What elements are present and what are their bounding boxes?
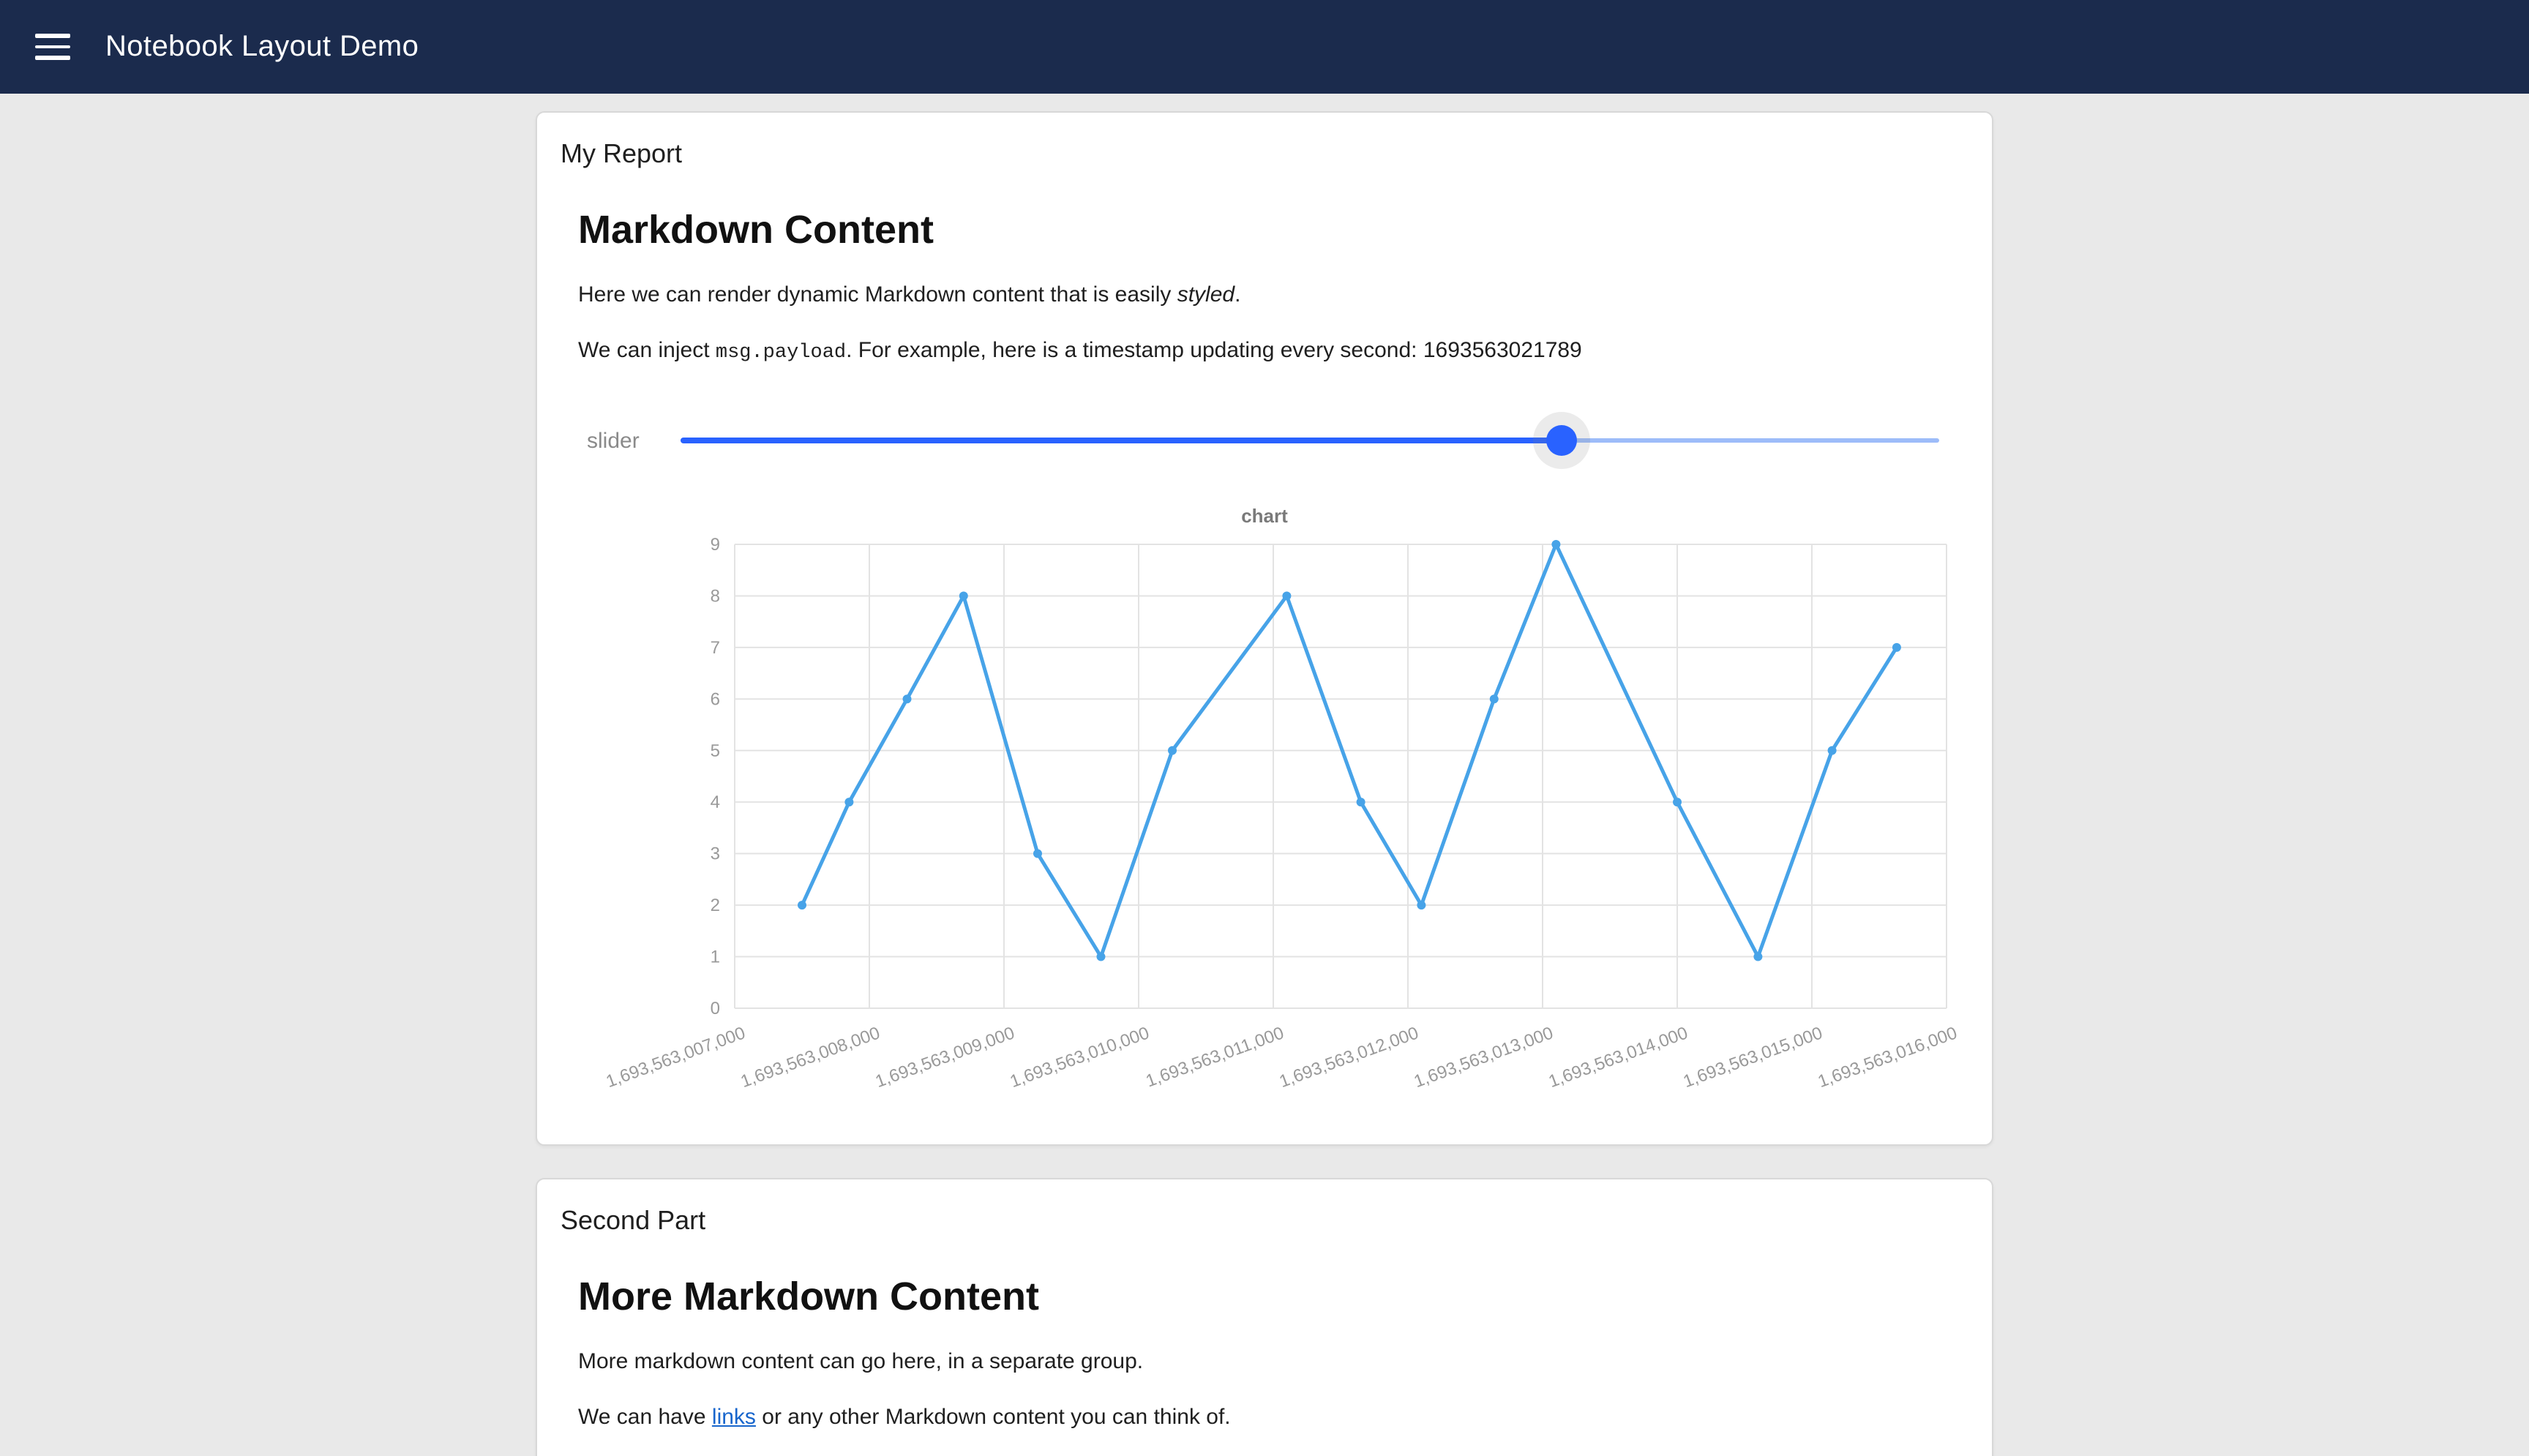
svg-text:6: 6: [711, 690, 720, 710]
markdown-heading: Markdown Content: [578, 208, 934, 252]
markdown-paragraph: We can inject msg.payload. For example, …: [578, 337, 1582, 364]
group-second-part: Second Part More Markdown Content More m…: [536, 1178, 1993, 1456]
group-title: Second Part: [561, 1206, 706, 1236]
line-chart: 0 1 2 3 4 5 6 7 8 9 1,693,563,007,0001,693,563,008…: [604, 536, 1960, 1092]
svg-text:9: 9: [711, 536, 720, 555]
group-my-report: My Report Markdown Content Here we can r…: [536, 111, 1993, 1147]
svg-text:1,693,563,014,000: 1,693,563,014,000: [1546, 1024, 1690, 1092]
svg-text:1,693,563,010,000: 1,693,563,010,000: [1008, 1024, 1152, 1092]
svg-text:1,693,563,013,000: 1,693,563,013,000: [1412, 1024, 1556, 1092]
svg-text:8: 8: [711, 587, 720, 607]
svg-text:7: 7: [711, 639, 720, 658]
links-link[interactable]: links: [711, 1405, 756, 1430]
svg-text:3: 3: [711, 844, 720, 864]
svg-text:1,693,563,011,000: 1,693,563,011,000: [1143, 1024, 1286, 1092]
slider[interactable]: [681, 412, 1939, 470]
svg-text:1,693,563,015,000: 1,693,563,015,000: [1681, 1024, 1825, 1092]
chart-widget: chart 0 1 2 3 4 5 6 7 8 9 1,693,563,007,000 1,693,5…: [561, 506, 1968, 1107]
svg-text:1: 1: [711, 947, 720, 967]
inline-code: msg.payload: [715, 342, 847, 364]
styled-em: styled: [1177, 282, 1235, 307]
svg-text:5: 5: [711, 741, 720, 761]
slider-fill: [681, 438, 1562, 444]
svg-text:2: 2: [711, 896, 720, 916]
svg-text:4: 4: [711, 793, 720, 813]
markdown-block: More Markdown Content More markdown cont…: [578, 1275, 1948, 1456]
slider-thumb[interactable]: [1546, 425, 1577, 457]
svg-text:1,693,563,012,000: 1,693,563,012,000: [1277, 1024, 1421, 1092]
svg-text:1,693,563,008,000: 1,693,563,008,000: [738, 1024, 883, 1092]
app-title: Notebook Layout Demo: [105, 30, 419, 62]
menu-icon[interactable]: [35, 34, 70, 60]
slider-label: slider: [587, 428, 640, 454]
markdown-paragraph: More markdown content can go here, in a …: [578, 1349, 1144, 1375]
svg-text:1,693,563,007,000: 1,693,563,007,000: [604, 1024, 748, 1092]
timestamp-value: 1693563021789: [1423, 337, 1582, 363]
main-content: My Report Markdown Content Here we can r…: [0, 94, 2529, 1456]
markdown-paragraph: We can have links or any other Markdown …: [578, 1405, 1231, 1430]
svg-text:1,693,563,016,000: 1,693,563,016,000: [1816, 1024, 1960, 1092]
svg-text:0: 0: [711, 999, 720, 1019]
markdown-paragraph: Here we can render dynamic Markdown cont…: [578, 282, 1241, 307]
svg-text:1,693,563,009,000: 1,693,563,009,000: [873, 1024, 1017, 1092]
app-header: Notebook Layout Demo: [0, 0, 2529, 94]
markdown-heading: More Markdown Content: [578, 1275, 1039, 1319]
chart-title: chart: [1241, 505, 1288, 528]
slider-widget: slider: [587, 412, 1939, 470]
markdown-block: Markdown Content Here we can render dyna…: [578, 208, 1948, 368]
group-title: My Report: [561, 139, 683, 168]
